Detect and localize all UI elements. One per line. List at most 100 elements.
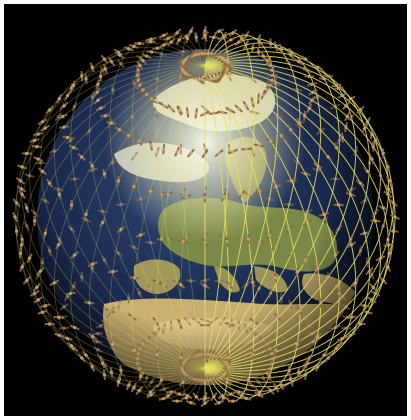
satellite [69,177,80,181]
satellite [304,74,315,78]
satellite [206,375,210,386]
satellite [158,32,169,39]
satellite [115,202,126,207]
satellite [312,95,323,100]
satellite [65,136,76,145]
satellite [269,38,273,49]
satellite [242,100,250,111]
satellite [127,313,137,321]
satellite [366,296,377,304]
satellite [97,209,108,214]
satellite [273,312,282,322]
satellite [95,105,106,112]
satellite [194,32,198,43]
satellite [110,84,115,95]
satellite [265,53,273,63]
satellite [145,37,157,42]
satellite [12,212,18,222]
satellite [47,245,52,256]
satellite [287,365,291,376]
satellite [64,90,71,101]
satellite [91,92,95,103]
satellite [383,190,393,199]
satellite [138,86,148,94]
satellite [218,316,227,327]
satellite [58,326,70,330]
satellite [264,196,275,202]
satellite [106,121,117,125]
satellite [141,91,152,98]
satellite [346,241,357,249]
satellite [338,291,347,302]
satellite [195,74,204,84]
satellite [174,391,185,397]
satellite [141,53,152,60]
satellite [266,386,275,395]
satellite [127,293,131,304]
satellite [331,250,340,260]
satellite [388,198,398,207]
satellite [266,67,277,73]
satellite [199,349,205,360]
satellite [303,369,308,380]
satellite [369,283,378,292]
satellite [153,75,162,84]
satellite [40,197,51,205]
satellite [131,78,138,89]
satellite [342,315,353,320]
satellite [362,310,373,315]
satellite [236,237,247,241]
satellite [66,342,77,350]
satellite [192,392,201,402]
satellite [253,143,265,148]
satellite [331,344,342,353]
satellite [341,303,351,311]
satellite [114,51,124,59]
satellite [69,324,80,331]
satellite [102,369,107,380]
satellite [233,390,244,394]
satellite [177,319,183,330]
satellite [107,270,118,274]
satellite [33,132,44,137]
satellite [37,118,48,126]
satellite [169,320,173,331]
satellite [84,301,95,305]
satellite [102,63,108,74]
satellite [199,74,205,85]
satellite [273,41,279,52]
satellite [175,35,183,45]
satellite [167,37,176,47]
satellite [319,297,323,308]
satellite [337,92,348,99]
satellite [324,152,333,162]
satellite [330,103,341,110]
satellite [95,79,101,90]
satellite [223,187,231,198]
satellite [307,346,317,354]
satellite [249,326,257,337]
satellite [363,166,372,176]
satellite [135,386,144,395]
satellite [80,271,84,283]
satellite [330,177,341,181]
satellite [146,186,155,196]
satellite [125,380,132,391]
satellite [87,261,98,268]
satellite [186,148,195,158]
satellite [287,249,296,258]
satellite [176,105,183,116]
satellite [119,365,123,376]
satellite [378,170,383,181]
satellite [53,315,64,319]
satellite [316,127,326,136]
satellite [199,396,211,401]
satellite [203,49,213,58]
satellite [100,314,110,323]
satellite [271,244,282,251]
satellite [107,56,116,67]
satellite [241,396,252,401]
satellite [71,80,76,91]
satellite [152,279,163,286]
satellite [23,221,30,232]
